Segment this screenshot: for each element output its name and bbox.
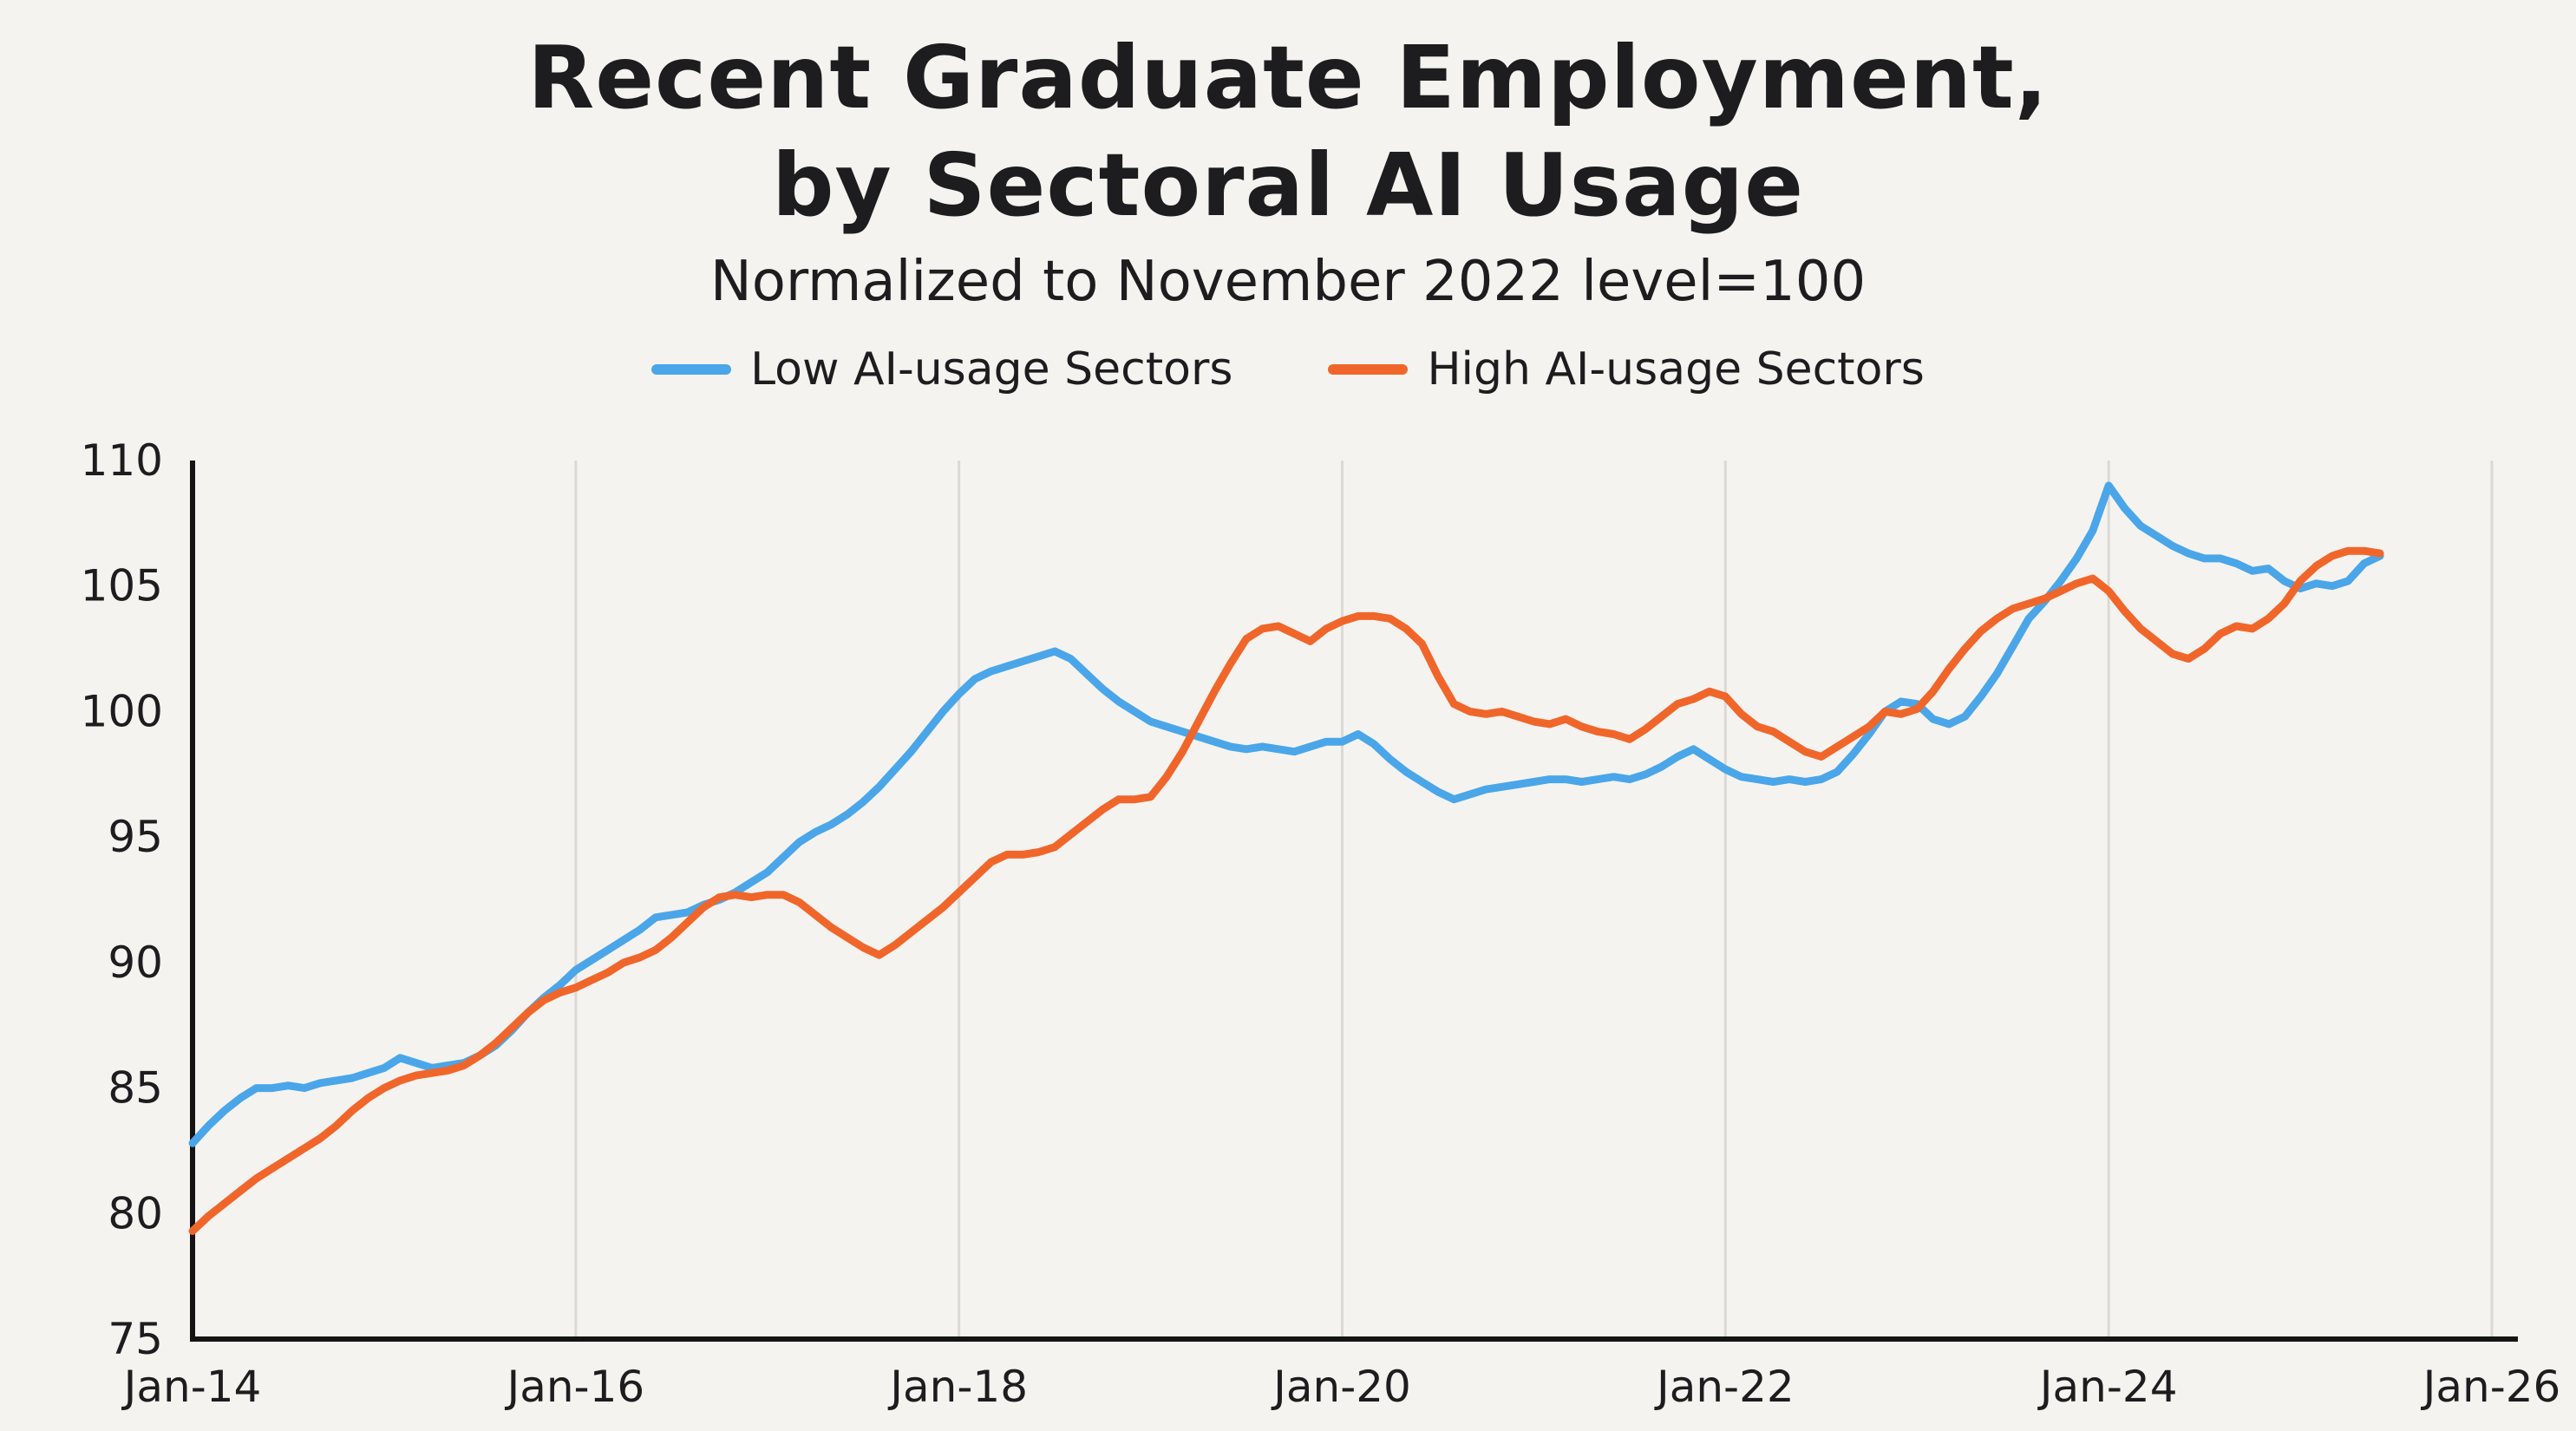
x-tick-label: Jan-26 [2421, 1362, 2561, 1412]
y-tick-label: 110 [81, 435, 163, 486]
y-tick-label: 105 [81, 561, 163, 611]
x-tick-label: Jan-24 [2037, 1362, 2178, 1412]
y-tick-label: 85 [108, 1063, 163, 1114]
series-line-low-ai [188, 481, 2384, 1147]
y-tick-label: 75 [108, 1314, 163, 1364]
y-tick-label: 90 [108, 938, 163, 988]
x-tick-label: Jan-22 [1654, 1362, 1795, 1412]
y-tick-label: 95 [108, 812, 163, 862]
series-line-high-ai [188, 546, 2384, 1235]
x-tick-label: Jan-20 [1271, 1362, 1411, 1412]
x-tick-label: Jan-16 [504, 1362, 644, 1412]
x-tick-label: Jan-14 [121, 1362, 262, 1412]
x-tick-label: Jan-18 [887, 1362, 1028, 1412]
y-tick-label: 80 [108, 1188, 163, 1238]
y-tick-label: 100 [81, 686, 163, 736]
